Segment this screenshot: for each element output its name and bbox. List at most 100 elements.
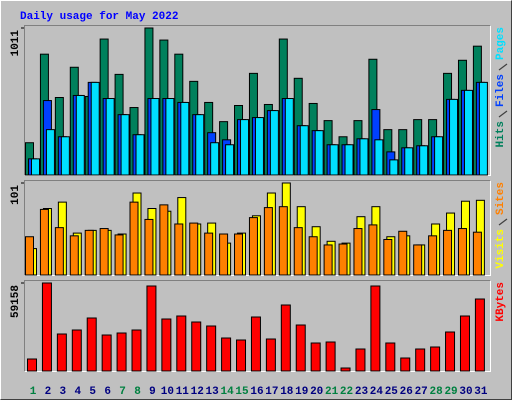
x-tick-label: 26 [400, 386, 413, 398]
x-tick-label: 3 [60, 386, 67, 398]
x-tick-label: 23 [355, 386, 369, 398]
bar [449, 98, 459, 176]
panel-shadow [24, 280, 491, 372]
bar [284, 98, 294, 176]
bar [293, 227, 303, 276]
bar [240, 119, 250, 176]
legend-entry: Visits [495, 229, 507, 269]
bar [308, 236, 318, 276]
bar [25, 236, 34, 276]
bar [116, 332, 127, 372]
bar [191, 321, 202, 372]
legend-entry: Sites [495, 182, 507, 215]
bar [161, 318, 172, 372]
legend-entry: Hits [495, 121, 507, 147]
bar [263, 207, 273, 276]
legend-separator [498, 110, 508, 118]
bar [225, 144, 235, 176]
y-tick-label: 1011 [10, 30, 22, 57]
bar [269, 110, 279, 176]
bar [389, 159, 399, 176]
bar [359, 138, 369, 176]
bar [180, 101, 190, 176]
x-tick-label: 17 [265, 386, 278, 398]
bar [250, 316, 261, 372]
bar [404, 147, 414, 176]
x-tick-label: 25 [385, 386, 399, 398]
bar [355, 348, 366, 372]
bar [90, 81, 100, 176]
bar [159, 204, 169, 276]
bar [248, 217, 258, 276]
bar [189, 222, 199, 276]
bar [400, 357, 411, 372]
bar [295, 324, 306, 372]
bar [176, 315, 187, 372]
bar [221, 337, 232, 372]
bar [195, 114, 205, 176]
bar [474, 298, 485, 372]
bar [383, 238, 393, 276]
bar [459, 315, 470, 372]
chart-title: Daily usage for May 2022 [20, 11, 178, 23]
bar [174, 223, 184, 276]
bar [39, 208, 49, 276]
bar [234, 233, 244, 276]
bar [370, 285, 381, 372]
bar [472, 231, 482, 276]
bar [374, 139, 384, 176]
bar [206, 325, 217, 372]
x-tick-label: 21 [325, 386, 339, 398]
bar [69, 235, 79, 276]
bar [144, 218, 154, 276]
x-tick-label: 16 [250, 386, 263, 398]
x-tick-label: 6 [104, 386, 111, 398]
bar [415, 348, 426, 372]
bar [210, 142, 220, 176]
x-tick-label: 14 [220, 386, 234, 398]
bar [385, 342, 396, 372]
bar [398, 230, 408, 276]
bar [31, 158, 40, 176]
bar [314, 130, 324, 176]
bar [150, 98, 160, 176]
bar [457, 228, 467, 276]
bar [105, 98, 115, 176]
x-tick-label: 20 [310, 386, 323, 398]
bar [84, 229, 94, 276]
x-tick-label: 7 [119, 386, 126, 398]
bar [204, 232, 214, 276]
bar [86, 317, 97, 372]
x-tick-label: 12 [191, 386, 204, 398]
bar [114, 234, 124, 276]
panel-shadow [24, 180, 491, 276]
legend-entry: Files [495, 74, 507, 107]
bar [146, 285, 157, 372]
bar [254, 117, 264, 176]
panel-shadow [24, 25, 491, 176]
legend-separator [498, 63, 508, 71]
bar [101, 334, 112, 372]
bar [329, 144, 339, 176]
bar [353, 228, 363, 276]
bar [430, 346, 441, 372]
x-tick-label: 30 [459, 386, 472, 398]
x-tick-label: 5 [89, 386, 96, 398]
bar [129, 201, 139, 276]
bar [434, 136, 444, 176]
x-tick-label: 18 [280, 386, 294, 398]
bar [323, 244, 333, 276]
bar [135, 134, 145, 176]
x-tick-label: 29 [444, 386, 457, 398]
bar [340, 367, 351, 372]
bar [60, 136, 70, 176]
bar [27, 358, 37, 372]
bar [165, 98, 175, 176]
x-tick-label: 19 [295, 386, 308, 398]
legend-separator [498, 218, 508, 226]
x-tick-label: 22 [340, 386, 353, 398]
bar [368, 224, 378, 276]
bar [278, 206, 288, 276]
